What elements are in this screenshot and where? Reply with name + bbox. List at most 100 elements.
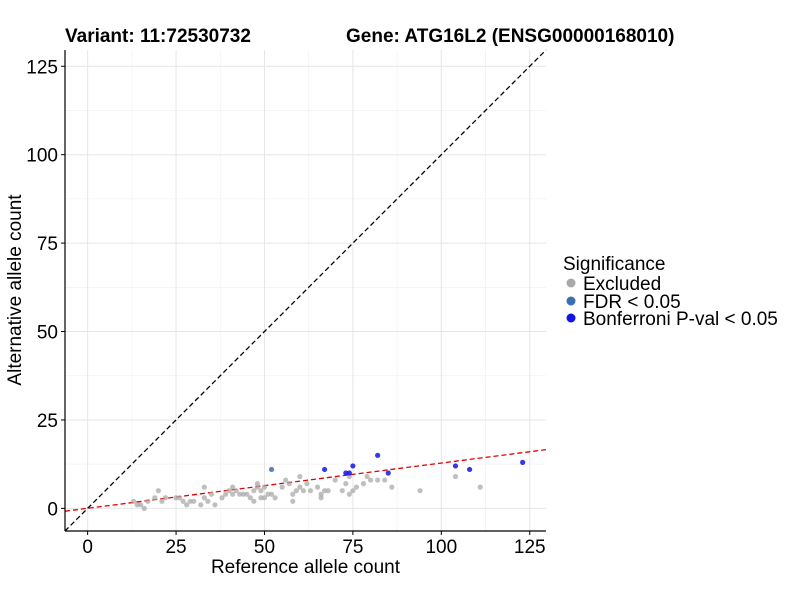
axes: [64, 50, 546, 532]
reference-lines: [64, 49, 547, 532]
legend-label-fdr: FDR < 0.05: [583, 292, 681, 313]
point-excluded: [222, 491, 229, 497]
point-excluded: [318, 495, 324, 501]
x-tick-label: 125: [514, 537, 546, 558]
point-bonf: [467, 466, 473, 473]
legend-swatch-bonferroni: [566, 313, 576, 323]
data-points: [131, 452, 526, 511]
point-excluded: [152, 495, 158, 501]
point-bonf: [350, 463, 356, 469]
grid: [65, 50, 546, 531]
point-excluded: [226, 488, 232, 494]
x-tick-label: 75: [342, 537, 363, 558]
point-excluded: [247, 495, 253, 501]
point-excluded: [339, 488, 345, 494]
fit-line: [64, 449, 547, 512]
x-tick-label: 0: [82, 537, 93, 558]
point-excluded: [375, 477, 381, 483]
point-excluded: [293, 488, 299, 494]
point-excluded: [261, 484, 268, 490]
point-excluded: [382, 477, 388, 483]
point-excluded: [180, 498, 186, 504]
point-excluded: [219, 495, 225, 501]
point-excluded: [162, 495, 169, 501]
point-excluded: [205, 498, 211, 504]
point-bonf: [452, 463, 459, 469]
point-excluded: [201, 484, 207, 490]
point-excluded: [290, 498, 296, 504]
point-excluded: [283, 477, 289, 483]
point-excluded: [452, 473, 459, 480]
point-excluded: [290, 491, 296, 497]
legend-swatch-fdr: [566, 296, 576, 306]
point-excluded: [138, 502, 144, 508]
point-excluded: [145, 498, 151, 504]
point-bonf: [346, 470, 352, 476]
point-excluded: [417, 488, 423, 494]
point-excluded: [230, 491, 236, 497]
legend-entry-bonferroni: Bonferroni P-val < 0.05: [566, 309, 778, 330]
point-excluded: [254, 484, 260, 490]
point-excluded: [208, 491, 215, 497]
x-axis-title: Reference allele count: [211, 557, 401, 578]
point-excluded: [244, 491, 250, 497]
point-excluded: [251, 488, 257, 494]
point-excluded: [176, 495, 183, 501]
point-excluded: [268, 491, 275, 497]
legend-entry-excluded: Excluded: [566, 274, 661, 295]
point-excluded: [297, 484, 303, 490]
point-excluded: [332, 477, 338, 483]
point-excluded: [230, 484, 236, 490]
x-ticks: 0 25 50 75 100 125: [82, 531, 546, 558]
point-excluded: [477, 484, 483, 490]
y-tick-label: 75: [37, 234, 58, 255]
x-tick-label: 25: [165, 537, 186, 558]
point-excluded: [364, 473, 370, 480]
point-excluded: [201, 495, 207, 501]
point-excluded: [297, 473, 303, 480]
point-bonf: [375, 452, 381, 458]
point-excluded: [367, 477, 374, 483]
point-excluded: [346, 491, 352, 497]
point-bonf: [321, 466, 328, 473]
point-excluded: [141, 505, 147, 511]
y-axis-title: Alternative allele count: [5, 194, 26, 386]
point-excluded: [286, 481, 292, 487]
point-excluded: [353, 484, 360, 490]
chart-title-gene: Gene: ATG16L2 (ENSG00000168010): [346, 26, 674, 47]
legend-label-bonferroni: Bonferroni P-val < 0.05: [583, 309, 778, 330]
point-excluded: [251, 498, 257, 504]
point-excluded: [212, 502, 218, 508]
y-ticks: 0 25 50 75 100 125: [26, 57, 65, 520]
y-tick-label: 50: [37, 323, 58, 344]
chart-title-variant: Variant: 11:72530732: [65, 26, 251, 47]
point-excluded: [131, 498, 137, 504]
point-excluded: [325, 488, 331, 494]
point-excluded: [159, 498, 165, 504]
point-excluded: [300, 488, 306, 494]
x-tick-label: 100: [425, 537, 457, 558]
point-excluded: [184, 502, 190, 508]
point-excluded: [261, 495, 268, 501]
point-excluded: [389, 484, 395, 490]
x-tick-label: 50: [254, 537, 275, 558]
point-excluded: [279, 484, 285, 490]
point-excluded: [360, 481, 367, 487]
point-excluded: [314, 484, 321, 490]
y-tick-label: 125: [26, 57, 58, 78]
point-bonf: [520, 459, 526, 465]
legend-entry-fdr: FDR < 0.05: [566, 292, 681, 313]
legend-title: Significance: [563, 254, 665, 275]
identity-line: [64, 49, 547, 532]
point-fdr: [268, 466, 275, 473]
legend: Significance Excluded FDR < 0.05 Bonferr…: [563, 254, 778, 330]
point-excluded: [304, 481, 310, 487]
point-excluded: [155, 488, 161, 494]
point-excluded: [198, 502, 204, 508]
legend-label-excluded: Excluded: [583, 274, 661, 295]
point-excluded: [307, 488, 314, 494]
point-excluded: [350, 488, 356, 494]
point-excluded: [272, 495, 278, 501]
point-excluded: [233, 488, 239, 494]
point-excluded: [343, 481, 349, 487]
